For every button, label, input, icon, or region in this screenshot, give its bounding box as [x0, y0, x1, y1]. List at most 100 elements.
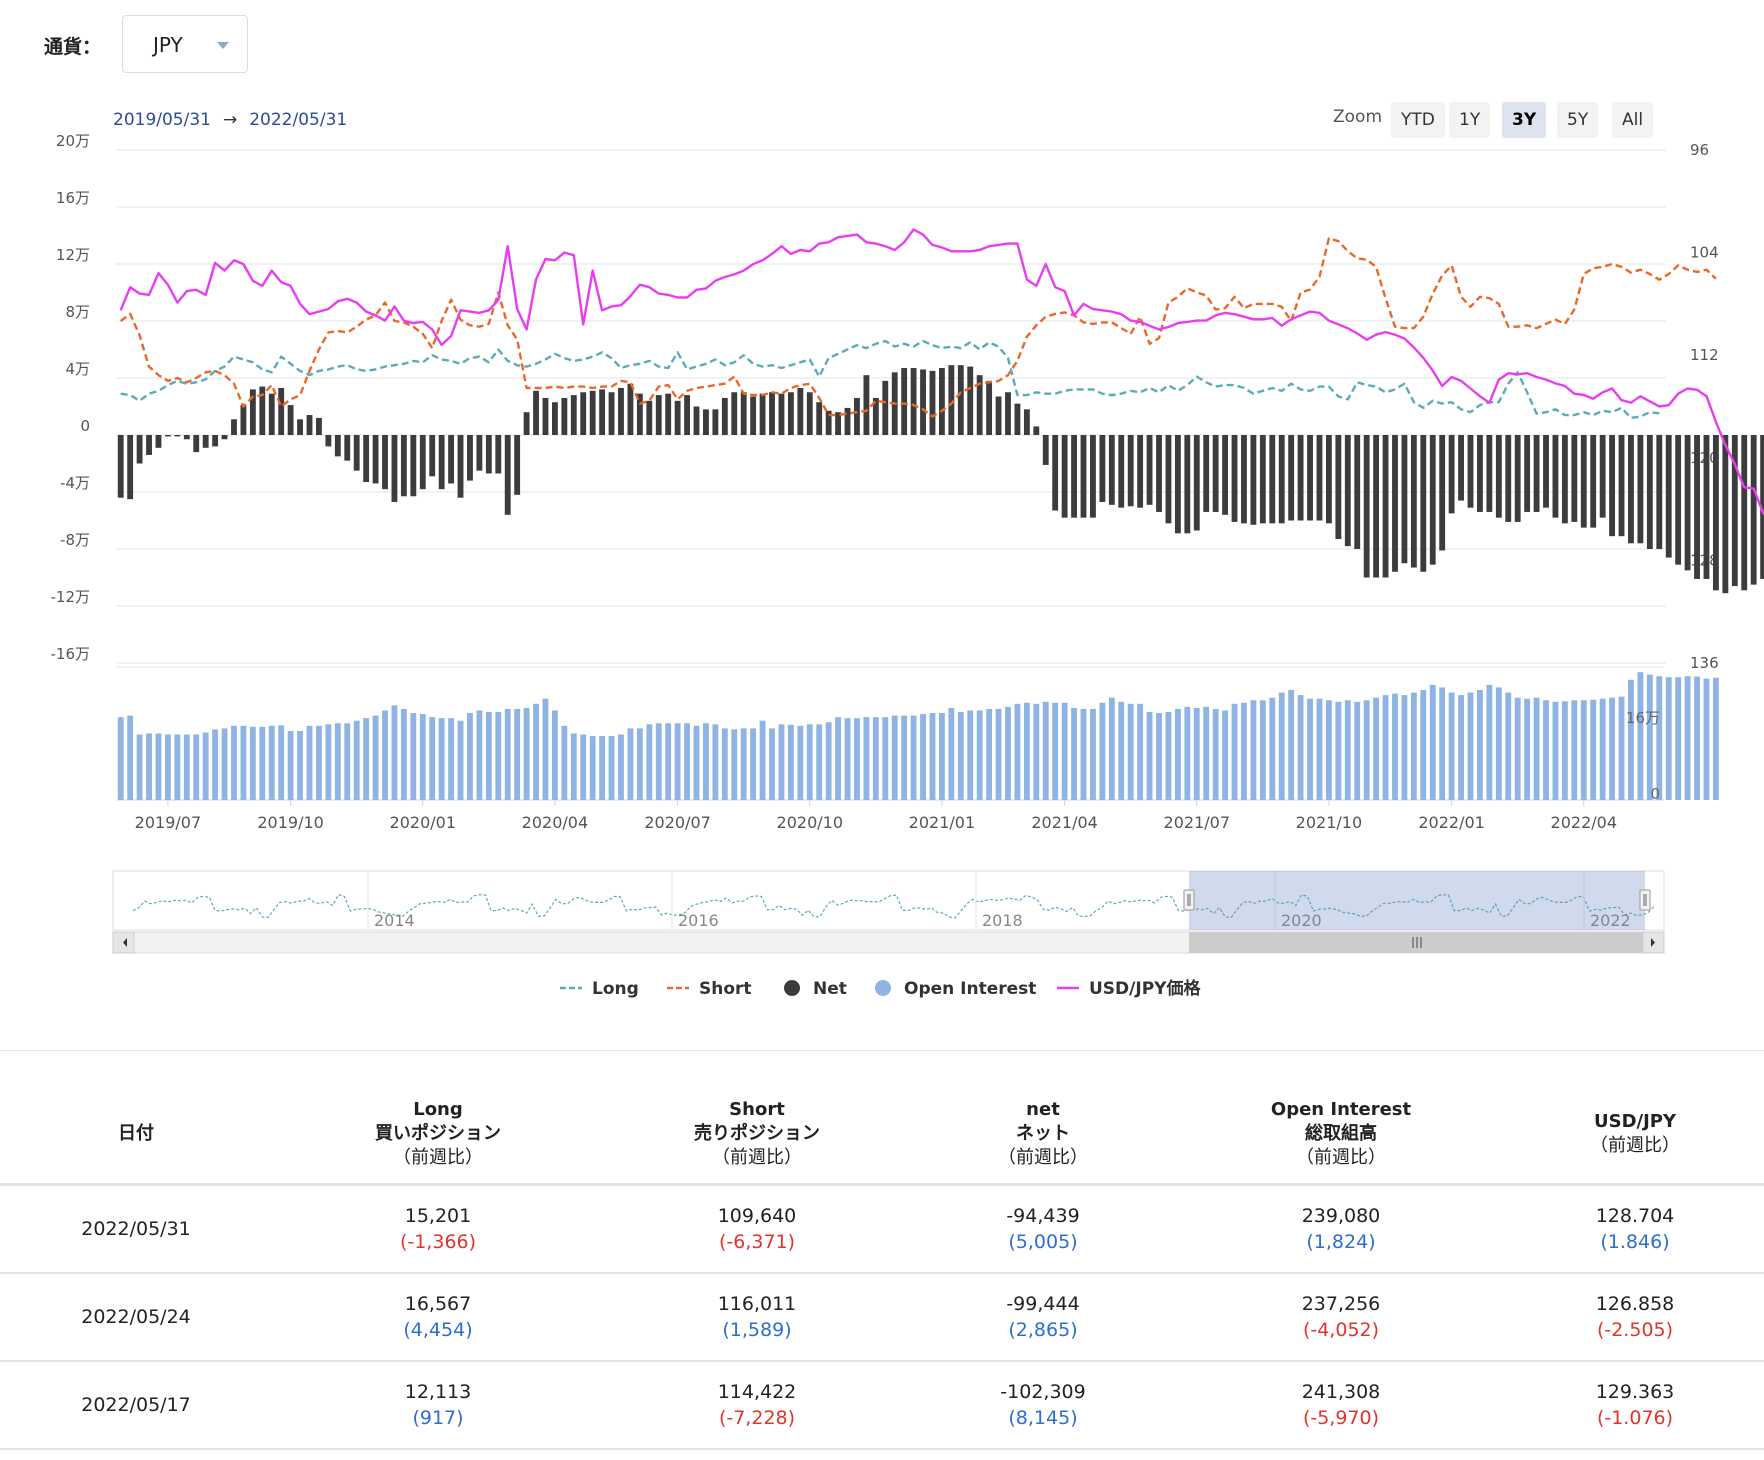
oi-bar	[967, 710, 974, 800]
oi-bar	[268, 725, 275, 800]
net-bar	[1165, 435, 1172, 524]
net-bar	[1099, 435, 1106, 502]
oi-bar	[1137, 703, 1144, 800]
oi-bar	[1373, 697, 1380, 800]
net-bar	[372, 435, 379, 484]
navigator-year-label: 2018	[982, 911, 1023, 930]
navigator-series	[132, 893, 1655, 919]
net-bar	[542, 397, 549, 435]
net-bar	[410, 435, 417, 497]
y-left-tick-label: -8万	[60, 531, 90, 549]
legend-item-short[interactable]: Short	[667, 979, 752, 999]
net-bar	[693, 406, 700, 435]
range-from[interactable]: 2019/05/31	[113, 110, 211, 130]
legend-item-net[interactable]: Net	[784, 979, 847, 999]
oi-bar	[1052, 702, 1059, 800]
oi-bar	[1580, 700, 1587, 800]
oi-bar	[316, 725, 322, 800]
oi-bar	[1694, 676, 1700, 800]
oi-bar	[1325, 700, 1332, 800]
oi-bar	[1618, 696, 1625, 800]
oi-bar	[1071, 707, 1077, 800]
oi-bar	[674, 723, 681, 800]
zoom-5y-button[interactable]: 5Y	[1557, 102, 1599, 138]
usdjpy-series-line	[119, 228, 1764, 516]
net-bar	[1184, 435, 1191, 534]
legend-item-open-interest[interactable]: Open Interest	[875, 979, 1036, 999]
net-bar	[797, 387, 804, 435]
zoom-3y-button[interactable]: 3Y	[1502, 102, 1547, 138]
net-bar	[1316, 435, 1323, 521]
oi-bar	[391, 705, 398, 800]
oi-bar	[1628, 679, 1634, 800]
net-bar	[778, 393, 785, 435]
oi-bar	[400, 708, 407, 800]
oi-bar	[599, 736, 606, 800]
x-tick-label: 2022/04	[1551, 813, 1617, 832]
net-bar	[1222, 435, 1229, 515]
oi-bar	[155, 733, 162, 800]
table-header-row: 日付 Long 買いポジション （前週比） Short 売りポジション （前週比） ne…	[0, 1085, 1764, 1185]
legend-item-usd-jpy-[interactable]: USD/JPY価格	[1057, 978, 1201, 999]
net-bar	[1259, 435, 1266, 524]
net-bar	[570, 395, 577, 435]
net-bar	[1580, 435, 1587, 528]
net-bar	[1382, 435, 1389, 578]
net-bar	[1552, 435, 1559, 518]
oi-bar	[1061, 702, 1068, 800]
oi-bar	[1533, 697, 1540, 800]
zoom-ytd-button[interactable]: YTD	[1391, 102, 1445, 138]
net-bar	[938, 368, 945, 435]
x-tick-label: 2022/01	[1418, 813, 1484, 832]
net-bar	[957, 365, 964, 435]
net-bar	[1307, 435, 1313, 521]
net-bar	[1061, 435, 1068, 518]
net-bar	[806, 392, 813, 435]
net-bar	[920, 369, 926, 435]
oi-bar	[655, 723, 662, 800]
oi-bar	[561, 725, 568, 800]
y-left-tick-label: 0	[80, 417, 90, 435]
net-bar	[684, 395, 690, 435]
net-bar	[712, 409, 719, 435]
net-bar	[580, 392, 587, 435]
legend-item-long[interactable]: Long	[560, 979, 639, 999]
x-tick-label: 2021/01	[909, 813, 975, 832]
zoom-label: Zoom	[1333, 107, 1383, 127]
x-tick-label: 2021/04	[1031, 813, 1097, 832]
zoom-all-button[interactable]: All	[1612, 102, 1654, 138]
zoom-1y-button[interactable]: 1Y	[1449, 102, 1491, 138]
oi-bar	[1241, 702, 1247, 800]
oi-bar	[363, 718, 370, 800]
net-bar	[136, 435, 143, 464]
scrollbar-grip-icon	[1412, 937, 1422, 948]
oi-bar	[334, 723, 341, 800]
net-bar	[240, 405, 247, 435]
range-to[interactable]: 2022/05/31	[249, 110, 348, 130]
table-row: 2022/05/24 16,567 (4,454) 116,011 (1,589) …	[0, 1273, 1764, 1362]
navigator-frame	[112, 870, 1665, 931]
cell-date: 2022/05/17	[0, 1361, 272, 1450]
oi-bar	[1222, 710, 1229, 800]
net-bar	[1684, 435, 1691, 571]
net-bar	[221, 435, 228, 440]
oi-bar	[684, 723, 690, 800]
net-bar	[514, 435, 521, 495]
cell-usdjpy: 126.858 (-2.505)	[1506, 1273, 1764, 1362]
cell-date: 2022/05/24	[0, 1273, 272, 1362]
cell-usdjpy: 128.704 (1.846)	[1506, 1184, 1764, 1274]
oi-bar	[448, 718, 455, 800]
cell-net: -94,439 (5,005)	[910, 1184, 1176, 1274]
net-bar	[1429, 435, 1436, 565]
oi-bar	[1401, 695, 1408, 800]
oi-bar	[1099, 702, 1106, 800]
net-bar	[721, 397, 728, 435]
net-bar	[1005, 392, 1011, 435]
y-left-tick-label: 16万	[56, 189, 90, 207]
net-bar	[1212, 435, 1219, 512]
y-right-tick-label: 104	[1690, 244, 1719, 262]
oi-bar	[976, 710, 983, 800]
cell-oi: 241,308 (-5,970)	[1176, 1361, 1506, 1450]
header-date: 日付	[118, 1123, 154, 1144]
currency-select[interactable]: JPY	[122, 15, 248, 73]
